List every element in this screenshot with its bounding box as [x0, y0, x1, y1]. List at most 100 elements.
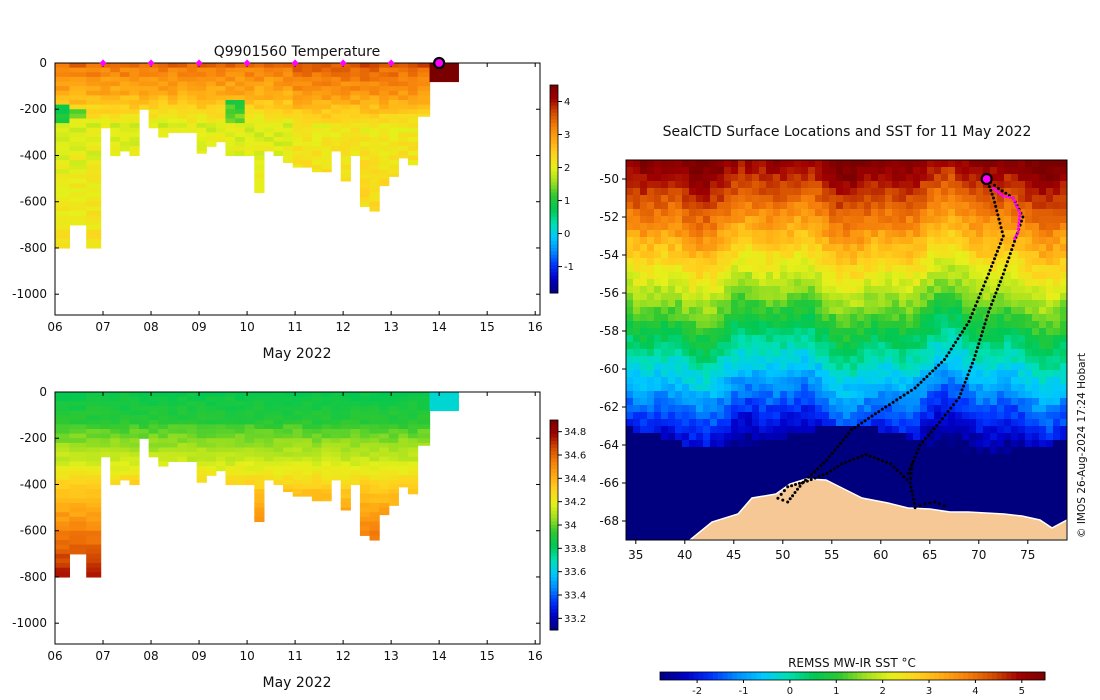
- sst-cell: [794, 265, 802, 273]
- colorbar-swatch: [550, 584, 558, 589]
- sst-cell: [871, 272, 879, 280]
- sst-cell: [955, 377, 963, 385]
- temp-cell: [129, 109, 140, 115]
- sst-cell: [948, 314, 956, 322]
- temp-cell: [273, 63, 284, 69]
- sst-cell: [934, 405, 942, 413]
- sst-cell: [654, 279, 662, 287]
- temp-cell: [110, 72, 121, 78]
- sst-cell: [948, 461, 956, 469]
- sst-cell: [885, 230, 893, 238]
- colorbar-swatch: [550, 455, 558, 459]
- temp-cell: [86, 136, 102, 143]
- sst-cell: [801, 447, 809, 455]
- sst-cell: [808, 216, 816, 224]
- sst-cell: [801, 349, 809, 357]
- sal-cell: [369, 535, 380, 541]
- sst-cell: [1060, 272, 1067, 280]
- sal-cell: [129, 415, 140, 421]
- sst-cell: [871, 160, 879, 168]
- temp-cell: [225, 99, 236, 106]
- sal-cell: [177, 405, 188, 412]
- sst-cell: [724, 440, 732, 448]
- sal-cell: [359, 465, 371, 472]
- sst-cell: [941, 286, 949, 294]
- sst-cell: [640, 251, 648, 259]
- sst-cell: [787, 461, 795, 469]
- temp-cell: [187, 99, 198, 106]
- sst-cell: [941, 461, 949, 469]
- sst-cell: [864, 314, 872, 322]
- sst-cell: [836, 356, 844, 364]
- sal-cell: [225, 410, 236, 416]
- sst-cell: [682, 307, 690, 315]
- sst-cell: [878, 244, 886, 252]
- sst-cell: [696, 209, 704, 217]
- sst-cell: [738, 195, 746, 203]
- temp-cell: [359, 99, 371, 106]
- x-tick-label: 08: [143, 649, 158, 663]
- sst-cell: [682, 363, 690, 371]
- sst-cell: [626, 195, 634, 203]
- sst-cell: [724, 174, 732, 182]
- sst-cell: [1046, 335, 1054, 343]
- sal-cell: [359, 456, 371, 462]
- sst-cell: [717, 223, 725, 231]
- sst-cell: [633, 314, 641, 322]
- sst-cell: [1060, 230, 1067, 238]
- sal-cell: [331, 424, 342, 430]
- sst-cell: [864, 377, 872, 385]
- sst-cell: [955, 272, 963, 280]
- sal-cell: [69, 549, 87, 555]
- temp-cell: [254, 160, 265, 166]
- sst-cell: [983, 335, 991, 343]
- y-tick-label: -400: [20, 148, 47, 162]
- sst-cell: [1011, 307, 1019, 315]
- sst-cell: [864, 202, 872, 210]
- sst-cell: [850, 279, 858, 287]
- temp-cell: [388, 104, 399, 110]
- sst-cell: [801, 167, 809, 175]
- colorbar-swatch: [550, 209, 558, 214]
- sal-cell: [359, 396, 371, 402]
- sst-cell: [969, 258, 977, 266]
- sst-cell: [724, 384, 732, 392]
- sst-cell: [1053, 202, 1061, 210]
- sst-cell: [850, 412, 858, 420]
- sst-cell: [857, 272, 865, 280]
- sst-cell: [682, 314, 690, 322]
- sst-cell: [1060, 419, 1067, 427]
- sal-cell: [69, 489, 87, 495]
- sst-cell: [717, 174, 725, 182]
- temp-cell: [235, 136, 246, 143]
- sst-cell: [1053, 293, 1061, 301]
- sst-cell: [976, 195, 984, 203]
- sst-cell: [738, 167, 746, 175]
- sst-cell: [654, 272, 662, 280]
- sst-cell: [892, 167, 900, 175]
- sst-cell: [976, 398, 984, 406]
- sst-cell: [724, 307, 732, 315]
- sst-cell: [745, 230, 753, 238]
- sst-cell: [1004, 475, 1012, 483]
- sst-cell: [759, 405, 767, 413]
- sst-cell: [976, 188, 984, 196]
- sst-cell: [731, 328, 739, 336]
- sst-cell: [892, 475, 900, 483]
- sst-cell: [731, 377, 739, 385]
- sst-cell: [668, 349, 676, 357]
- sal-cell: [139, 405, 150, 412]
- sst-cell: [850, 377, 858, 385]
- sst-cell: [759, 412, 767, 420]
- temp-cell: [388, 146, 399, 152]
- sst-cell: [941, 160, 949, 168]
- sst-cell: [696, 349, 704, 357]
- sst-cell: [934, 279, 942, 287]
- sst-cell: [654, 482, 662, 490]
- sst-cell: [878, 377, 886, 385]
- sst-cell: [801, 237, 809, 245]
- sst-cell: [948, 265, 956, 273]
- sst-cell: [717, 286, 725, 294]
- sst-cell: [941, 475, 949, 483]
- sst-cell: [1018, 433, 1026, 441]
